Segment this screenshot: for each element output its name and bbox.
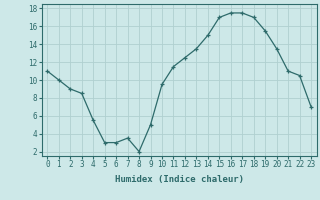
X-axis label: Humidex (Indice chaleur): Humidex (Indice chaleur) bbox=[115, 175, 244, 184]
